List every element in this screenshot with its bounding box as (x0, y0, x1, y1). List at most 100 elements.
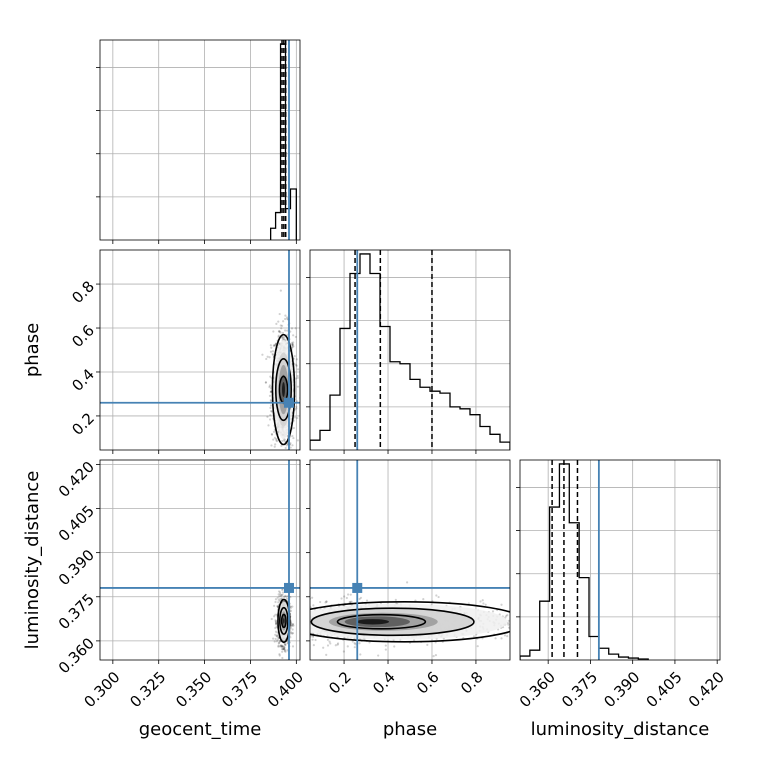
scatter-point (622, 639, 624, 641)
panel-frame (99, 39, 301, 241)
scatter-point (302, 610, 304, 612)
scatter-point (277, 329, 281, 333)
scatter-point (304, 640, 306, 642)
scatter-point (284, 314, 287, 317)
scatter-point (269, 344, 272, 347)
scatter-point (291, 605, 294, 608)
scatter-point (533, 625, 535, 627)
scatter-point (536, 632, 538, 634)
scatter-point (342, 650, 345, 653)
scatter-point (281, 337, 285, 341)
scatter-point (261, 353, 264, 356)
scatter-point (279, 324, 282, 327)
scatter-point (286, 649, 289, 652)
truth-marker (283, 582, 294, 593)
scatter-point (358, 597, 361, 601)
panel-plot-area (520, 460, 720, 660)
luminosity-distance-x-tick-label: 0.375 (558, 668, 601, 711)
scatter-point (307, 647, 309, 649)
scatter-point (302, 609, 304, 611)
scatter-point (289, 631, 292, 634)
scatter-point (345, 596, 348, 600)
scatter-point (517, 631, 519, 633)
scatter-point (296, 439, 300, 442)
scatter-point (266, 415, 269, 418)
scatter-point (324, 601, 327, 604)
scatter-point (531, 628, 533, 630)
scatter-point (284, 317, 287, 321)
scatter-point (270, 346, 273, 349)
scatter-point (272, 637, 275, 640)
scatter-point (286, 329, 289, 332)
scatter-point (307, 609, 309, 611)
scatter-point (359, 596, 363, 599)
scatter-point (277, 590, 281, 593)
scatter-point (274, 598, 278, 601)
scatter-point (276, 605, 279, 608)
scatter-point (557, 628, 559, 630)
scatter-point (311, 638, 314, 641)
scatter-point (507, 619, 510, 622)
scatter-point (276, 604, 279, 608)
scatter-point (283, 646, 286, 649)
scatter-point (290, 623, 293, 626)
scatter-point (521, 605, 523, 607)
scatter-point (530, 624, 532, 626)
scatter-point (264, 381, 268, 384)
scatter-point (641, 627, 643, 629)
scatter-point (543, 635, 545, 637)
scatter-point (325, 653, 328, 656)
scatter-point (296, 385, 300, 388)
scatter-point (278, 591, 282, 594)
scatter-point (305, 621, 307, 623)
scatter-point (274, 619, 277, 622)
scatter-point (284, 650, 287, 653)
scatter-point (302, 622, 304, 624)
scatter-point (435, 594, 438, 597)
scatter-point (270, 410, 273, 413)
scatter-point (554, 620, 556, 622)
scatter-point (534, 630, 536, 632)
scatter-point (277, 645, 280, 648)
scatter-point (279, 594, 283, 597)
scatter-point (284, 329, 287, 332)
scatter-point (269, 375, 272, 378)
luminosity-distance-x-tick-label: 0.360 (516, 668, 559, 711)
scatter-point (310, 635, 312, 638)
scatter-point (567, 617, 569, 619)
scatter-point (285, 597, 289, 600)
panel-frame (519, 459, 721, 661)
scatter-point (283, 642, 287, 646)
scatter-point (275, 622, 278, 625)
scatter-point (291, 632, 294, 635)
phase-x-tick-label: 0.8 (457, 668, 487, 698)
scatter-point (297, 607, 299, 609)
scatter-point (288, 451, 290, 453)
scatter-point (325, 600, 328, 603)
scatter-point (384, 648, 387, 651)
scatter-point (507, 626, 510, 629)
scatter-point (291, 628, 294, 631)
scatter-point (281, 331, 285, 335)
panel-geocent_time-vs-luminosity_distance (96, 459, 301, 664)
scatter-point (268, 418, 272, 421)
scatter-point (494, 637, 497, 640)
scatter-point (256, 635, 258, 637)
scatter-point (291, 623, 295, 626)
scatter-point (269, 465, 271, 467)
scatter-point (280, 444, 283, 447)
scatter-point (274, 620, 277, 623)
scatter-point (479, 600, 482, 603)
scatter-point (281, 656, 284, 660)
luminosity-distance-x-tick-label: 0.420 (685, 668, 728, 711)
scatter-point (279, 510, 281, 512)
phase-x-tick-label: 0.4 (369, 668, 399, 698)
scatter-point (283, 648, 287, 652)
x-axis-label-phase: phase (383, 719, 437, 740)
scatter-point (505, 615, 508, 618)
scatter-point (541, 617, 543, 619)
scatter-point (578, 625, 580, 627)
scatter-point (283, 649, 286, 653)
scatter-point (277, 644, 280, 647)
scatter-point (277, 593, 280, 596)
